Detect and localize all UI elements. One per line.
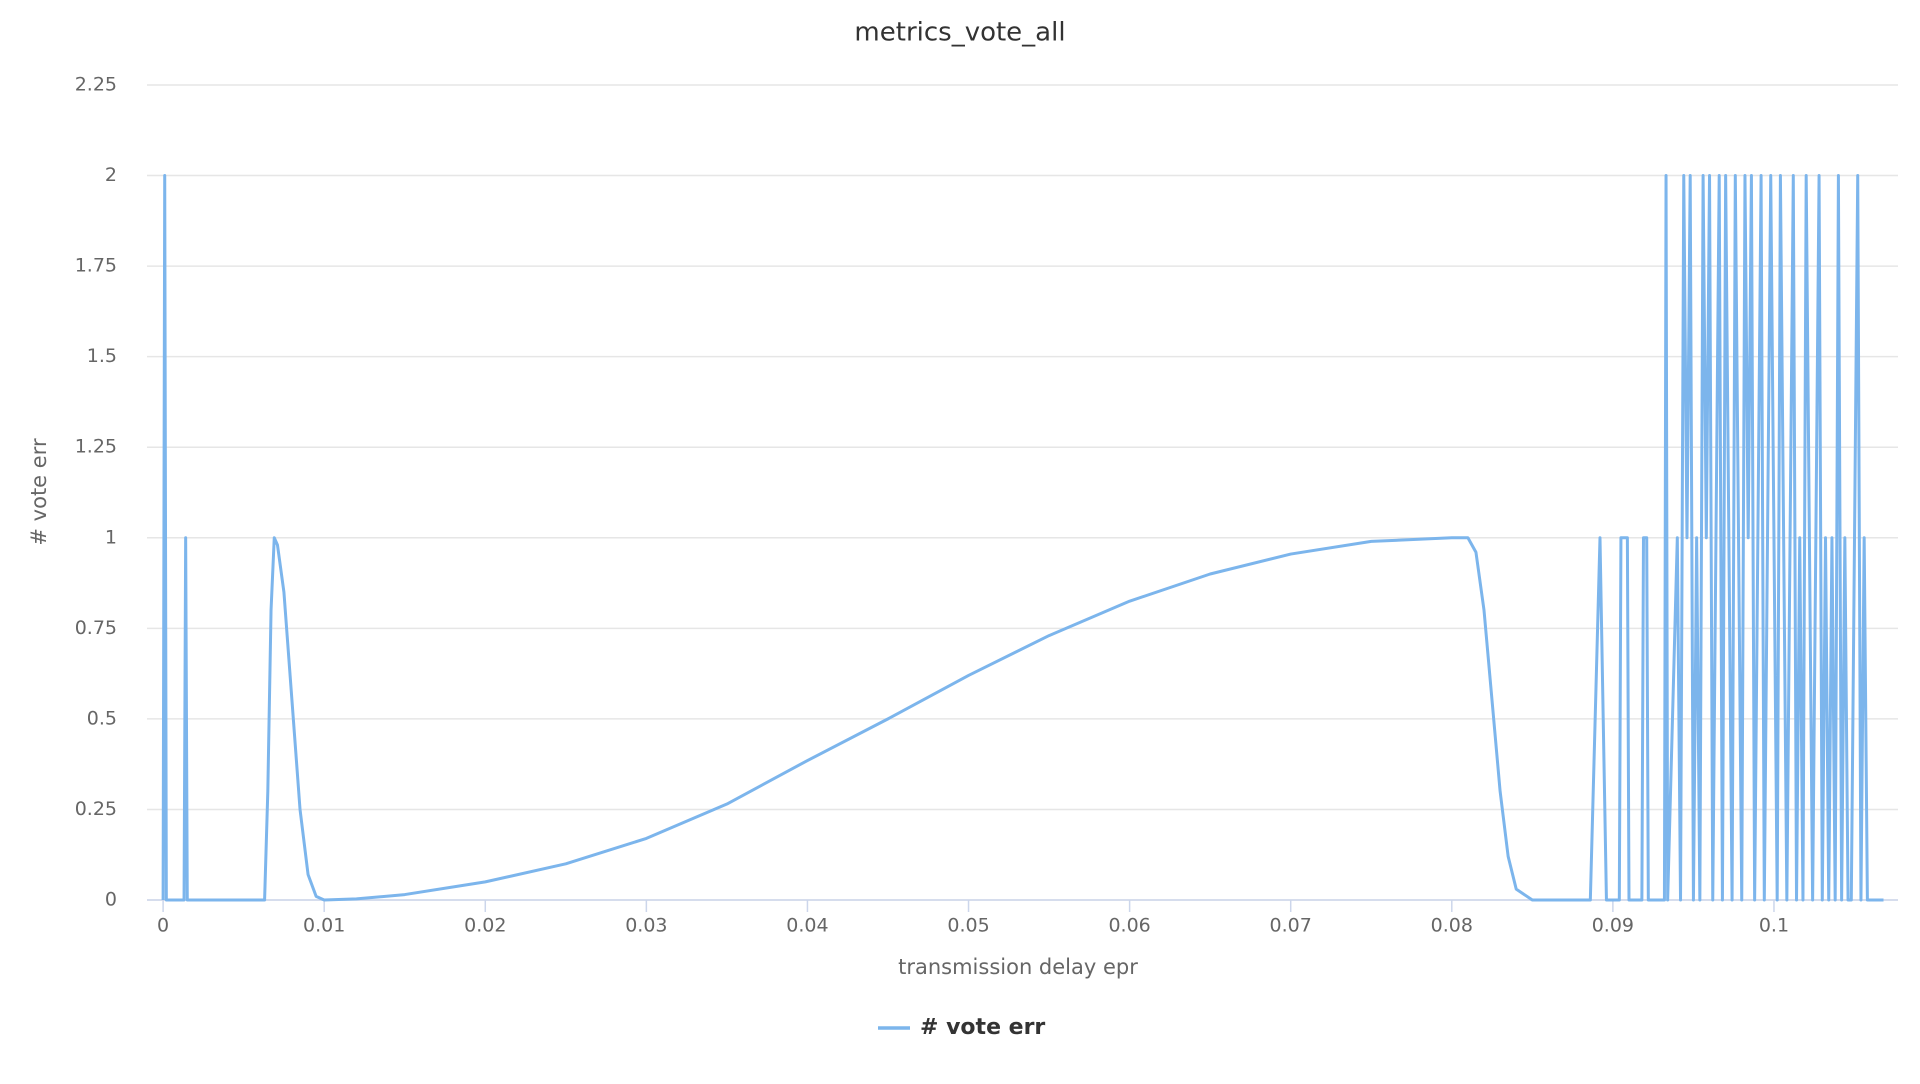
data-line <box>161 174 1884 902</box>
chart-title: metrics_vote_all <box>854 18 1065 48</box>
y-tick-label: 0.75 <box>75 617 117 639</box>
x-axis-label: transmission delay epr <box>898 955 1138 979</box>
y-tick-label: 2 <box>105 164 117 186</box>
y-tick-label: 2.25 <box>75 74 117 96</box>
y-tick-label: 1.75 <box>75 255 117 277</box>
x-tick-label: 0.08 <box>1431 915 1473 937</box>
y-tick-label: 0.25 <box>75 798 117 820</box>
y-tick-label: 0 <box>105 889 117 911</box>
x-tick-label: 0.04 <box>786 915 828 937</box>
x-tick-label: 0.09 <box>1592 915 1634 937</box>
x-tick-label: 0.06 <box>1108 915 1150 937</box>
y-axis-label: # vote err <box>27 438 51 546</box>
x-tick-label: 0 <box>157 915 169 937</box>
legend-label: # vote err <box>920 1015 1045 1040</box>
y-tick-label: 1.25 <box>75 436 117 458</box>
y-tick-label: 1.5 <box>87 345 117 367</box>
x-tick-label: 0.05 <box>947 915 989 937</box>
y-tick-label: 0.5 <box>87 707 117 729</box>
x-tick-label: 0.1 <box>1759 915 1789 937</box>
x-tick-label: 0.02 <box>464 915 506 937</box>
x-tick-label: 0.01 <box>303 915 345 937</box>
y-tick-label: 1 <box>105 526 117 548</box>
x-tick-label: 0.03 <box>625 915 667 937</box>
x-tick-label: 0.07 <box>1270 915 1312 937</box>
